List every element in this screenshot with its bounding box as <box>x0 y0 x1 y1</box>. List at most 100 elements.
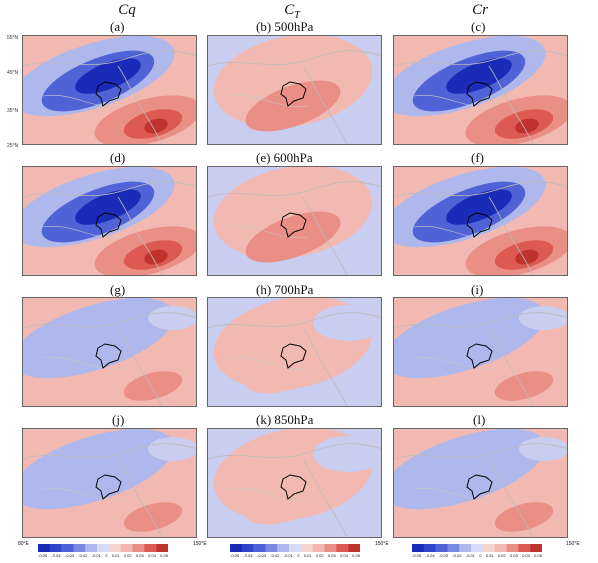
colorbar-tick-label: -0.05 <box>38 553 48 558</box>
positive-core <box>123 502 183 532</box>
panel-label-k: (k) 850hPa <box>256 412 314 427</box>
panel-label-h: (h) 700hPa <box>256 282 314 297</box>
colorbar-ticks: -0.05 -0.04 -0.03 -0.02 -0.01 0 0.01 0.02 0.03 0.… <box>230 553 360 558</box>
colorbar-tick-label: -0.03 <box>438 553 448 558</box>
lon-label: 150°E <box>375 541 389 547</box>
colorbar-swatch <box>518 544 531 552</box>
colorbar-tick-label: -0.04 <box>425 553 435 558</box>
colorbar-swatch <box>300 544 313 552</box>
colorbar-swatch <box>132 544 145 552</box>
boundary-line <box>42 487 124 501</box>
panel-label-b: (b) 500hPa <box>256 19 314 34</box>
colorbar-swatch <box>423 544 436 552</box>
colorbar-tick-label: 0.04 <box>148 553 156 558</box>
negative-field <box>148 437 196 461</box>
boundary-line <box>394 443 567 460</box>
boundary-line <box>208 50 381 67</box>
colorbar-swatch <box>265 544 278 552</box>
coastline <box>302 196 348 275</box>
colorbar-swatch <box>230 544 243 552</box>
negative-core <box>75 189 141 225</box>
boundary-line <box>208 312 381 329</box>
colorbar-ticks: -0.05 -0.04 -0.03 -0.02 -0.01 0 0.01 0.02 0.03 0.… <box>38 553 168 558</box>
colorbar-swatch <box>73 544 86 552</box>
colorbar-tick-label: 0 <box>479 553 482 558</box>
colorbar-tick-label: -0.02 <box>270 553 280 558</box>
colorbar-tick-label: 0.02 <box>123 553 132 558</box>
negative-field <box>412 443 526 505</box>
colorbar-tick-label: 0.02 <box>497 553 506 558</box>
colorbar-swatch <box>49 544 62 552</box>
study-region-outline <box>280 212 307 238</box>
colorbar-swatch <box>447 544 460 552</box>
coastline <box>302 327 348 406</box>
panel-label-e: (e) 600hPa <box>256 150 313 165</box>
colorbar-swatch <box>530 544 542 552</box>
positive-core <box>494 371 554 401</box>
colorbar-swatch <box>97 544 110 552</box>
colorbar-tick-label: 0.05 <box>534 553 542 558</box>
colorbar-swatch <box>506 544 519 552</box>
boundary-line <box>394 181 567 198</box>
panel-label-f: (f) <box>471 150 484 165</box>
colorbar-tick-label: 0 <box>297 553 300 558</box>
colorbar-swatch <box>435 544 448 552</box>
colorbar-swatch <box>289 544 302 552</box>
study-region-outline <box>466 474 493 500</box>
positive-core <box>494 502 554 532</box>
map-panel <box>393 297 568 407</box>
colorbar-swatch <box>120 544 133 552</box>
study-region-outline <box>95 212 122 238</box>
coastline <box>117 458 163 537</box>
boundary-line <box>413 487 495 501</box>
negative-field <box>313 436 381 472</box>
negative-core <box>75 58 141 94</box>
map-panel <box>393 35 568 145</box>
positive-core <box>245 473 341 525</box>
colorbar-tick-label: -0.04 <box>243 553 253 558</box>
negative-field <box>148 306 196 330</box>
boundary-line <box>42 94 124 108</box>
panel-label-g: (g) <box>110 282 126 297</box>
boundary-line <box>42 225 124 239</box>
boundary-line <box>227 225 309 239</box>
boundary-line <box>413 225 495 239</box>
colorbar-tick-label: -0.03 <box>64 553 74 558</box>
boundary-line <box>208 443 381 460</box>
colorbar-swatch <box>348 544 360 552</box>
colorbar-tick-label: 0.01 <box>303 553 312 558</box>
map-panel <box>393 166 568 276</box>
colorbar-middle <box>230 544 360 552</box>
positive-core <box>245 342 341 394</box>
colorbar-swatch <box>471 544 484 552</box>
boundary-line <box>227 94 309 108</box>
colorbar-tick-label: 0 <box>105 553 108 558</box>
map-panel <box>207 35 382 145</box>
study-region-outline <box>466 81 493 107</box>
coastline <box>488 196 534 275</box>
boundary-line <box>413 94 495 108</box>
colorbar-swatch <box>144 544 157 552</box>
colorbar-swatch <box>482 544 495 552</box>
lat-label: 35°N <box>7 108 19 114</box>
column-title-ct: CT <box>284 2 300 21</box>
colorbar-tick-label: -0.01 <box>91 553 101 558</box>
map-panel <box>22 297 197 407</box>
map-panel <box>22 35 197 145</box>
study-region-outline <box>280 81 307 107</box>
colorbar-tick-label: 0.03 <box>509 553 518 558</box>
boundary-line <box>394 50 567 67</box>
study-region-outline <box>95 474 122 500</box>
column-title-cr: Cr <box>472 2 488 18</box>
coastline <box>488 327 534 406</box>
negative-field <box>41 443 155 505</box>
lat-label: 55°N <box>7 35 19 41</box>
colorbar-tick-label: 0.04 <box>522 553 530 558</box>
colorbar-tick-label: -0.02 <box>78 553 88 558</box>
negative-core <box>446 58 512 94</box>
colorbar-swatch <box>156 544 168 552</box>
column-title-cq: Cq <box>118 2 136 18</box>
colorbar-left <box>38 544 168 552</box>
colorbar-tick-label: -0.01 <box>465 553 475 558</box>
coastline <box>302 458 348 537</box>
